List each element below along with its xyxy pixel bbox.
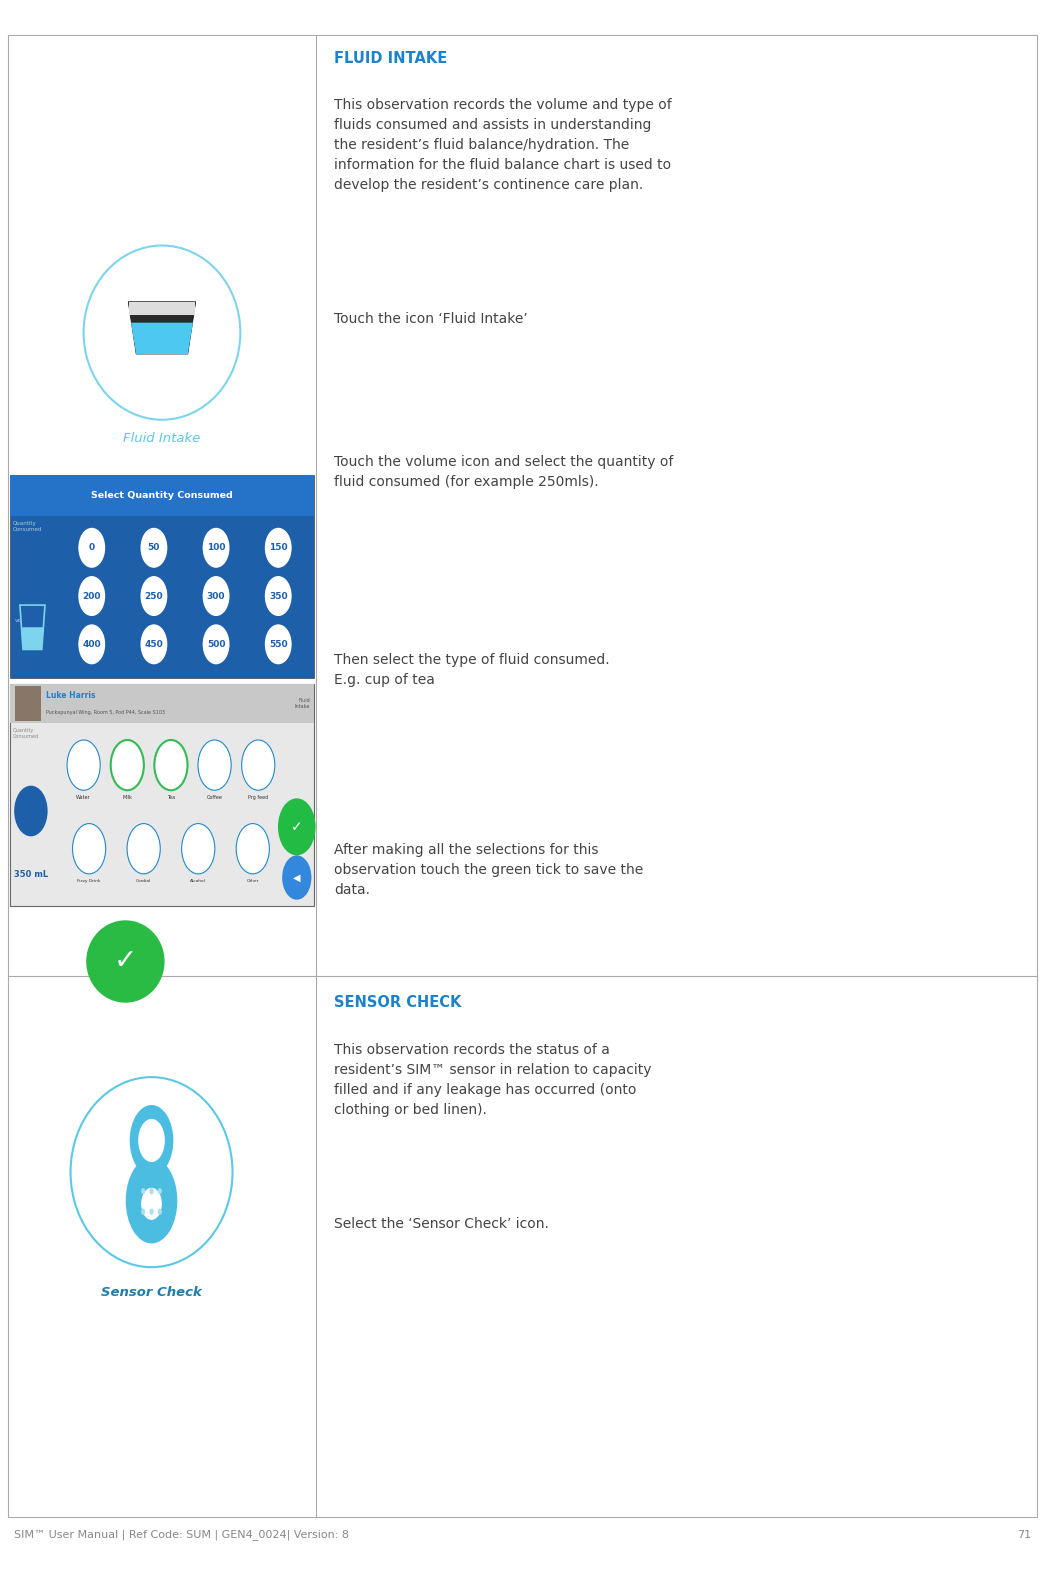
Circle shape [236, 824, 270, 874]
FancyBboxPatch shape [10, 475, 313, 678]
FancyBboxPatch shape [10, 684, 313, 906]
Text: Select Quantity Consumed: Select Quantity Consumed [91, 491, 233, 501]
Text: ◀: ◀ [293, 873, 301, 882]
Circle shape [204, 626, 229, 664]
Text: Other: Other [247, 879, 259, 882]
Circle shape [265, 577, 291, 615]
Circle shape [141, 577, 166, 615]
Text: Quantity
Consumed: Quantity Consumed [13, 521, 42, 532]
Polygon shape [131, 323, 193, 353]
Circle shape [241, 740, 275, 790]
Text: This observation records the status of a
resident’s SIM™ sensor in relation to c: This observation records the status of a… [334, 1042, 652, 1117]
Circle shape [127, 824, 160, 874]
Ellipse shape [138, 1118, 165, 1163]
Text: Cordial: Cordial [136, 879, 152, 882]
Text: Sensor Check: Sensor Check [101, 1286, 202, 1299]
Circle shape [282, 855, 311, 900]
Text: Puckapunyal Wing, Room 5, Pod P44, Scale S103: Puckapunyal Wing, Room 5, Pod P44, Scale… [46, 710, 165, 714]
Text: 150: 150 [269, 543, 287, 553]
Polygon shape [130, 301, 194, 315]
Text: After making all the selections for this
observation touch the green tick to sav: After making all the selections for this… [334, 843, 644, 897]
Text: 350: 350 [269, 591, 287, 600]
FancyBboxPatch shape [10, 475, 313, 516]
Text: Select the ‘Sensor Check’ icon.: Select the ‘Sensor Check’ icon. [334, 1217, 550, 1231]
FancyBboxPatch shape [15, 686, 41, 721]
Circle shape [204, 577, 229, 615]
Polygon shape [20, 605, 45, 649]
Circle shape [158, 1209, 162, 1215]
Text: Milk: Milk [122, 795, 133, 800]
Circle shape [67, 740, 100, 790]
Circle shape [15, 786, 48, 836]
Text: 250: 250 [144, 591, 163, 600]
Circle shape [265, 626, 291, 664]
Ellipse shape [70, 1077, 232, 1267]
Circle shape [265, 529, 291, 567]
Circle shape [278, 798, 316, 855]
Text: Fluid
Intake: Fluid Intake [295, 699, 310, 710]
Text: Fizzy Drink: Fizzy Drink [77, 879, 100, 882]
Text: SIM™ User Manual | Ref Code: SUM | GEN4_0024| Version: 8: SIM™ User Manual | Ref Code: SUM | GEN4_… [14, 1530, 349, 1540]
Ellipse shape [125, 1158, 178, 1243]
Circle shape [79, 529, 105, 567]
Text: Fluid Intake: Fluid Intake [123, 432, 201, 445]
Text: Prg feed: Prg feed [248, 795, 269, 800]
Circle shape [149, 1209, 154, 1215]
Circle shape [141, 529, 166, 567]
Circle shape [72, 824, 106, 874]
Text: Touch the icon ‘Fluid Intake’: Touch the icon ‘Fluid Intake’ [334, 312, 528, 326]
FancyBboxPatch shape [8, 35, 1037, 1517]
Text: 300: 300 [207, 591, 226, 600]
Text: Touch the volume icon and select the quantity of
fluid consumed (for example 250: Touch the volume icon and select the qua… [334, 455, 674, 488]
Ellipse shape [86, 920, 164, 1003]
Text: FLUID INTAKE: FLUID INTAKE [334, 51, 447, 65]
Circle shape [158, 1188, 162, 1194]
Circle shape [182, 824, 215, 874]
Text: 450: 450 [144, 640, 163, 649]
Text: This observation records the volume and type of
fluids consumed and assists in u: This observation records the volume and … [334, 98, 672, 192]
FancyBboxPatch shape [145, 1159, 158, 1185]
Text: Quantity
Consumed: Quantity Consumed [13, 729, 39, 738]
Text: 100: 100 [207, 543, 226, 553]
Text: Tea: Tea [167, 795, 175, 800]
Circle shape [111, 740, 144, 790]
Text: volume: volume [15, 618, 37, 623]
Circle shape [79, 577, 105, 615]
Circle shape [155, 740, 187, 790]
Ellipse shape [84, 246, 240, 420]
Text: 550: 550 [269, 640, 287, 649]
Ellipse shape [141, 1188, 162, 1220]
FancyBboxPatch shape [10, 684, 313, 722]
Circle shape [198, 740, 231, 790]
Text: 71: 71 [1017, 1530, 1031, 1540]
Text: Then select the type of fluid consumed.
E.g. cup of tea: Then select the type of fluid consumed. … [334, 653, 610, 686]
Circle shape [149, 1188, 154, 1194]
Text: 50: 50 [147, 543, 160, 553]
Circle shape [141, 1188, 145, 1194]
Text: Coffee: Coffee [207, 795, 223, 800]
Text: 400: 400 [83, 640, 101, 649]
Text: Alcohol: Alcohol [190, 879, 206, 882]
Polygon shape [129, 301, 195, 353]
Text: 500: 500 [207, 640, 226, 649]
Circle shape [141, 1209, 145, 1215]
Circle shape [204, 529, 229, 567]
Polygon shape [21, 627, 44, 649]
Text: Water: Water [76, 795, 91, 800]
Text: 200: 200 [83, 591, 101, 600]
Ellipse shape [130, 1106, 173, 1175]
Text: 350 mL: 350 mL [14, 870, 48, 879]
Text: Luke Harris: Luke Harris [46, 692, 95, 700]
Text: ✓: ✓ [291, 821, 303, 833]
Text: ✓: ✓ [114, 947, 137, 976]
Text: 0: 0 [89, 543, 95, 553]
Text: SENSOR CHECK: SENSOR CHECK [334, 995, 462, 1011]
Circle shape [141, 626, 166, 664]
Circle shape [79, 626, 105, 664]
